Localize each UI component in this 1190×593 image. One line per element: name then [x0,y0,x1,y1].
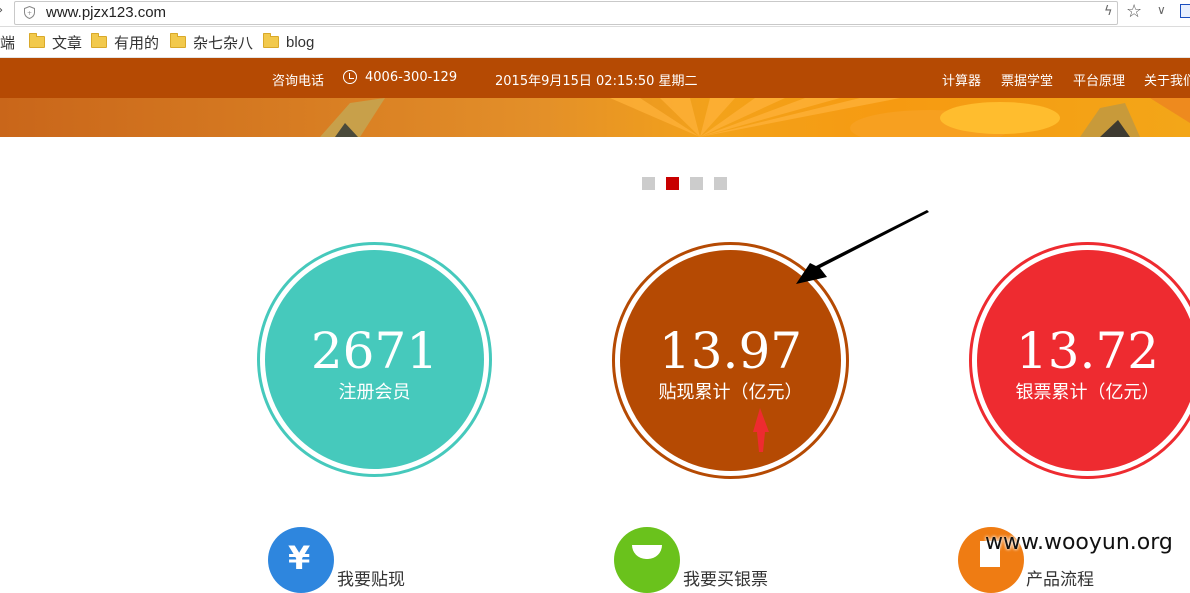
black-arrow-annotation [796,210,929,284]
nav-link-principle[interactable]: 平台原理 [1073,74,1126,89]
stat-label: 银票累计（亿元） [1015,382,1160,403]
address-bar: › + www.pjzx123.com ϟ ☆ ∨ [0,0,1190,27]
folder-icon [263,33,279,48]
stat-value: 13.72 [1015,322,1160,380]
bookmark-folder-blog[interactable]: blog [263,33,314,51]
chevron-down-icon[interactable]: ∨ [1157,3,1166,17]
stat-discount-circle: 13.97 贴现累计（亿元） [612,242,849,479]
folder-icon [91,33,107,48]
bookmark-label: blog [286,33,315,51]
nav-link-academy[interactable]: 票据学堂 [1001,74,1054,89]
bookmark-label: 有用的 [114,34,160,52]
bookmark-label: 杂七杂八 [193,34,254,52]
feature-discount-icon[interactable]: ¥ [268,527,334,593]
slider-dot[interactable] [690,177,703,190]
feature-process-title[interactable]: 产品流程 [1026,570,1094,590]
annotation-overlay [753,210,929,452]
yen-icon: ¥ [288,539,311,577]
nav-link-about[interactable]: 关于我们 [1144,74,1190,89]
bookmark-item[interactable]: 端 [0,33,16,52]
bookmark-label: 端 [0,34,16,52]
url-text: www.pjzx123.com [46,4,167,21]
bookmark-folder-useful[interactable]: 有用的 [91,33,160,52]
datetime-display: 2015年9月15日 02:15:50 星期二 [495,74,698,89]
bookmarks-bar: 端 文章 有用的 杂七杂八 blog [0,27,1190,58]
flash-icon[interactable]: ϟ [1104,4,1113,19]
site-header: 咨询电话 4006-300-129 2015年9月15日 02:15:50 星期… [0,58,1190,98]
bookmark-folder-articles[interactable]: 文章 [29,33,83,52]
watermark-text: www.wooyun.org [985,530,1173,555]
bookmark-label: 文章 [52,34,83,52]
phone-label: 咨询电话 [272,74,325,89]
back-arrow-icon[interactable]: › [0,3,3,18]
stat-members-circle: 2671 注册会员 [257,242,492,477]
stat-bank-bill-circle: 13.72 银票累计（亿元） [969,242,1190,479]
svg-text:+: + [27,10,32,17]
slider-dot[interactable] [714,177,727,190]
phone-number: 4006-300-129 [365,70,458,85]
bookmark-folder-misc[interactable]: 杂七杂八 [170,33,254,52]
stat-label: 贴现累计（亿元） [658,382,803,403]
feature-buy-bill-title[interactable]: 我要买银票 [683,570,768,590]
extension-icon[interactable] [1180,4,1190,18]
star-icon[interactable]: ☆ [1126,1,1143,22]
stat-label: 注册会员 [338,382,411,403]
url-field[interactable]: + www.pjzx123.com [14,1,1118,25]
feature-buy-bill-icon[interactable] [614,527,680,593]
nav-link-calculator[interactable]: 计算器 [942,74,982,89]
slider-dot[interactable] [642,177,655,190]
banner-image [0,98,1190,137]
slider-dot-active[interactable] [666,177,679,190]
red-arrow-annotation [753,408,769,452]
stat-circle-fill: 13.97 贴现累计（亿元） [620,250,841,471]
feature-discount-title[interactable]: 我要贴现 [337,570,405,590]
banner-art [320,98,1190,137]
stat-circle-fill: 2671 注册会员 [265,250,484,469]
stat-value: 2671 [310,322,439,380]
stat-value: 13.97 [658,322,803,380]
folder-icon [29,33,45,48]
shield-icon: + [24,6,35,19]
phone-icon [343,70,357,84]
document-icon [980,541,1000,567]
folder-icon [170,33,186,48]
ingot-icon [632,545,662,559]
stat-circle-fill: 13.72 银票累计（亿元） [977,250,1190,471]
